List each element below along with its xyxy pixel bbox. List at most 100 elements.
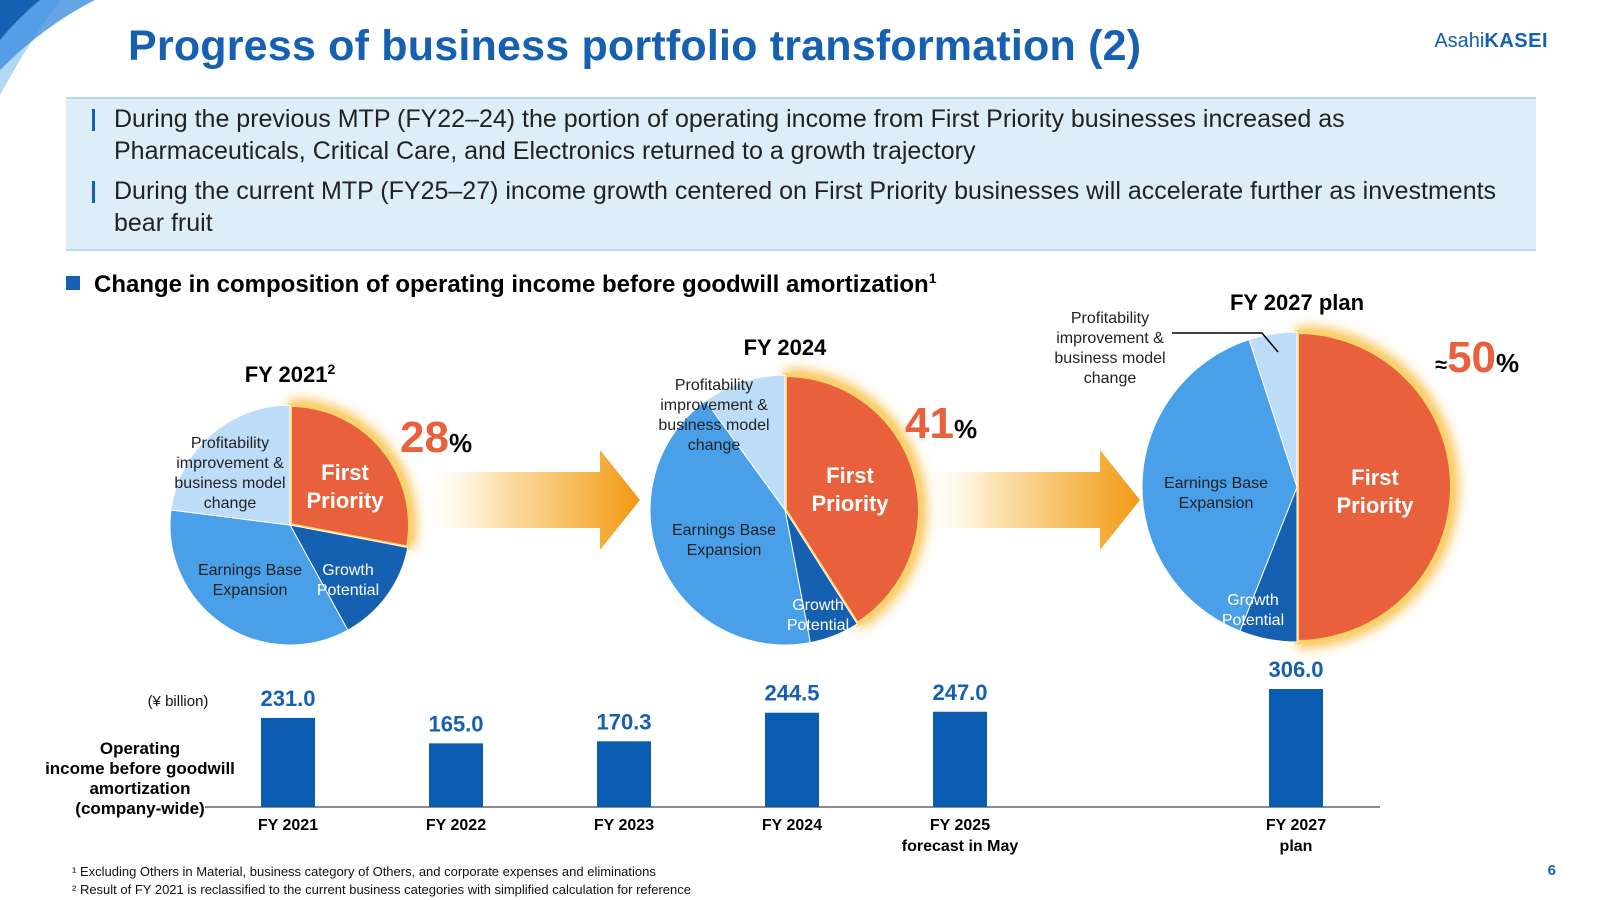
- pie-label: First: [826, 463, 874, 488]
- pie-label: Growth: [792, 597, 844, 614]
- section-title: Change in composition of operating incom…: [94, 271, 929, 298]
- share-unit: %: [954, 414, 977, 444]
- growth-arrow: [915, 450, 1140, 550]
- share-unit: %: [449, 428, 472, 458]
- bar: [429, 743, 483, 807]
- pie-label: Priority: [306, 488, 384, 513]
- bar-category-label: FY 2023: [594, 817, 654, 834]
- growth-arrow: [415, 450, 640, 550]
- pie-title: FY 2027 plan: [1230, 290, 1364, 315]
- pie-title-mark: 2: [327, 361, 335, 377]
- summary-box: During the previous MTP (FY22–24) the po…: [66, 97, 1536, 251]
- pie-label: improvement &: [176, 455, 284, 472]
- pie-label: Growth: [1227, 592, 1279, 609]
- pie-chart: First Priority Growth Potential Earnings Bas…: [649, 335, 977, 646]
- bar-category-label: FY 2024: [762, 817, 822, 834]
- pie-chart: First Priority Growth Potential Earnings Bas…: [1054, 290, 1519, 648]
- pie-label: First: [1351, 465, 1399, 490]
- pie-slice-growth-potential: [289, 524, 409, 631]
- company-logo: AsahiKASEI: [1434, 30, 1548, 53]
- bar: [933, 711, 987, 807]
- bar: [765, 712, 819, 807]
- pie-label: change: [204, 495, 257, 512]
- pie-title: FY 20212: [245, 361, 336, 387]
- pie-label: Earnings Base: [1164, 475, 1268, 492]
- bar-value-label: 170.3: [596, 709, 651, 734]
- summary-bullet: During the current MTP (FY25–27) income …: [86, 175, 1534, 239]
- page-title: Progress of business portfolio transform…: [128, 22, 1142, 70]
- pie-label: change: [1084, 370, 1137, 387]
- logo-suffix: KASEI: [1484, 30, 1548, 52]
- pie-label: Earnings Base: [672, 522, 776, 539]
- page-number: 6: [1547, 862, 1556, 879]
- bar: [1269, 689, 1323, 807]
- pie-slice-first-priority: [1295, 329, 1454, 645]
- bar-y-axis-label: income before goodwill: [45, 759, 235, 778]
- bar-value-label: 244.5: [764, 681, 819, 706]
- pie-label: Potential: [317, 582, 379, 599]
- bar-value-label: 231.0: [260, 686, 315, 711]
- pie-label: Profitability: [1071, 310, 1149, 327]
- pie-label: Potential: [1222, 612, 1284, 629]
- pie-label: First: [321, 460, 369, 485]
- share-approx-sign: ≈: [1435, 352, 1447, 377]
- first-priority-share: ≈50%: [1435, 333, 1519, 382]
- pie-chart: First Priority Growth Potential Earnings Bas…: [169, 361, 472, 646]
- section-heading: Change in composition of operating incom…: [66, 270, 937, 299]
- pie-slice-profitability: [1248, 331, 1298, 488]
- bullet-marker: [92, 109, 95, 131]
- pie-slice-earnings-base: [649, 400, 811, 646]
- pie-slice-first-priority: [288, 402, 412, 550]
- pie-label: Profitability: [191, 435, 269, 452]
- share-value: 41: [905, 399, 954, 448]
- pie-slice-profitability: [170, 404, 291, 526]
- pie-label: Profitability: [675, 377, 753, 394]
- bullet-marker: [92, 181, 95, 203]
- bar-category-label: FY 2025: [930, 817, 990, 834]
- pie-label: Priority: [811, 491, 889, 516]
- bar-y-axis-label: amortization: [89, 779, 190, 798]
- label-leader-line: [1172, 332, 1279, 353]
- share-value: 28: [400, 413, 449, 462]
- summary-bullet: During the previous MTP (FY22–24) the po…: [86, 103, 1534, 167]
- pie-title: FY 2024: [744, 335, 828, 360]
- bar-y-axis-label: (company-wide): [75, 799, 204, 818]
- pie-label: Expansion: [213, 582, 288, 599]
- summary-bullet-text: During the previous MTP (FY22–24) the po…: [114, 105, 1345, 165]
- bar-value-label: 306.0: [1268, 657, 1323, 682]
- pie-label: change: [688, 437, 741, 454]
- pie-label: Priority: [1336, 493, 1414, 518]
- bar-unit-label: (¥ billion): [148, 693, 209, 710]
- summary-bullet-text: During the current MTP (FY25–27) income …: [114, 177, 1497, 237]
- bar-category-label: FY 2022: [426, 817, 486, 834]
- bar: [597, 741, 651, 807]
- bar-value-label: 247.0: [932, 680, 987, 705]
- pie-label: Potential: [787, 617, 849, 634]
- bar: [261, 717, 315, 807]
- pie-label: business model: [174, 475, 285, 492]
- bar-category-label: forecast in May: [902, 838, 1019, 855]
- pie-slice-first-priority: [783, 372, 922, 627]
- pie-label: Growth: [322, 562, 374, 579]
- share-unit: %: [1496, 348, 1519, 378]
- bar-y-axis-label: Operating: [100, 739, 180, 758]
- footnote-2: ² Result of FY 2021 is reclassified to t…: [72, 882, 691, 897]
- pie-label: improvement &: [1056, 330, 1164, 347]
- pie-slice-earnings-base: [1141, 338, 1298, 632]
- pie-label: Expansion: [1179, 495, 1254, 512]
- bar-category-label: FY 2021: [258, 817, 318, 834]
- bar-category-label: plan: [1280, 838, 1313, 855]
- pie-slice-earnings-base: [169, 509, 349, 646]
- footnote-mark: 1: [928, 270, 937, 286]
- pie-label: business model: [1054, 350, 1165, 367]
- pie-label: Expansion: [687, 542, 762, 559]
- pie-slice-profitability: [704, 374, 786, 512]
- first-priority-share: 41%: [905, 399, 977, 448]
- pie-label: business model: [658, 417, 769, 434]
- pie-label: Earnings Base: [198, 562, 302, 579]
- corner-swoosh-decoration: [0, 0, 95, 95]
- first-priority-share: 28%: [400, 413, 472, 462]
- square-bullet-icon: [66, 276, 80, 290]
- bar-value-label: 165.0: [428, 711, 483, 736]
